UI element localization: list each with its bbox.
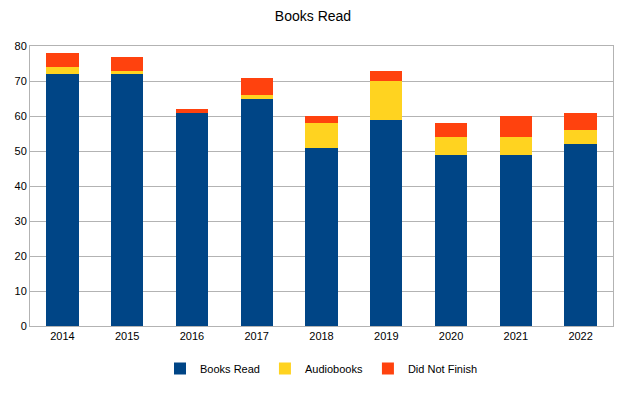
svg-text:2021: 2021 bbox=[504, 330, 528, 342]
svg-text:70: 70 bbox=[15, 75, 27, 87]
svg-text:2016: 2016 bbox=[180, 330, 204, 342]
svg-text:20: 20 bbox=[15, 250, 27, 262]
svg-text:2014: 2014 bbox=[50, 330, 74, 342]
svg-text:2020: 2020 bbox=[439, 330, 463, 342]
svg-text:60: 60 bbox=[15, 110, 27, 122]
svg-text:2015: 2015 bbox=[115, 330, 139, 342]
svg-text:50: 50 bbox=[15, 145, 27, 157]
svg-text:2018: 2018 bbox=[309, 330, 333, 342]
svg-text:Did Not Finish: Did Not Finish bbox=[408, 363, 477, 375]
svg-text:80: 80 bbox=[15, 40, 27, 52]
svg-text:0: 0 bbox=[21, 320, 27, 332]
svg-text:10: 10 bbox=[15, 285, 27, 297]
svg-text:Books Read: Books Read bbox=[200, 363, 260, 375]
svg-text:30: 30 bbox=[15, 215, 27, 227]
svg-text:40: 40 bbox=[15, 180, 27, 192]
svg-text:2022: 2022 bbox=[568, 330, 592, 342]
svg-text:Books Read: Books Read bbox=[275, 8, 351, 24]
svg-text:2017: 2017 bbox=[244, 330, 268, 342]
svg-text:2019: 2019 bbox=[374, 330, 398, 342]
svg-text:Audiobooks: Audiobooks bbox=[305, 363, 363, 375]
